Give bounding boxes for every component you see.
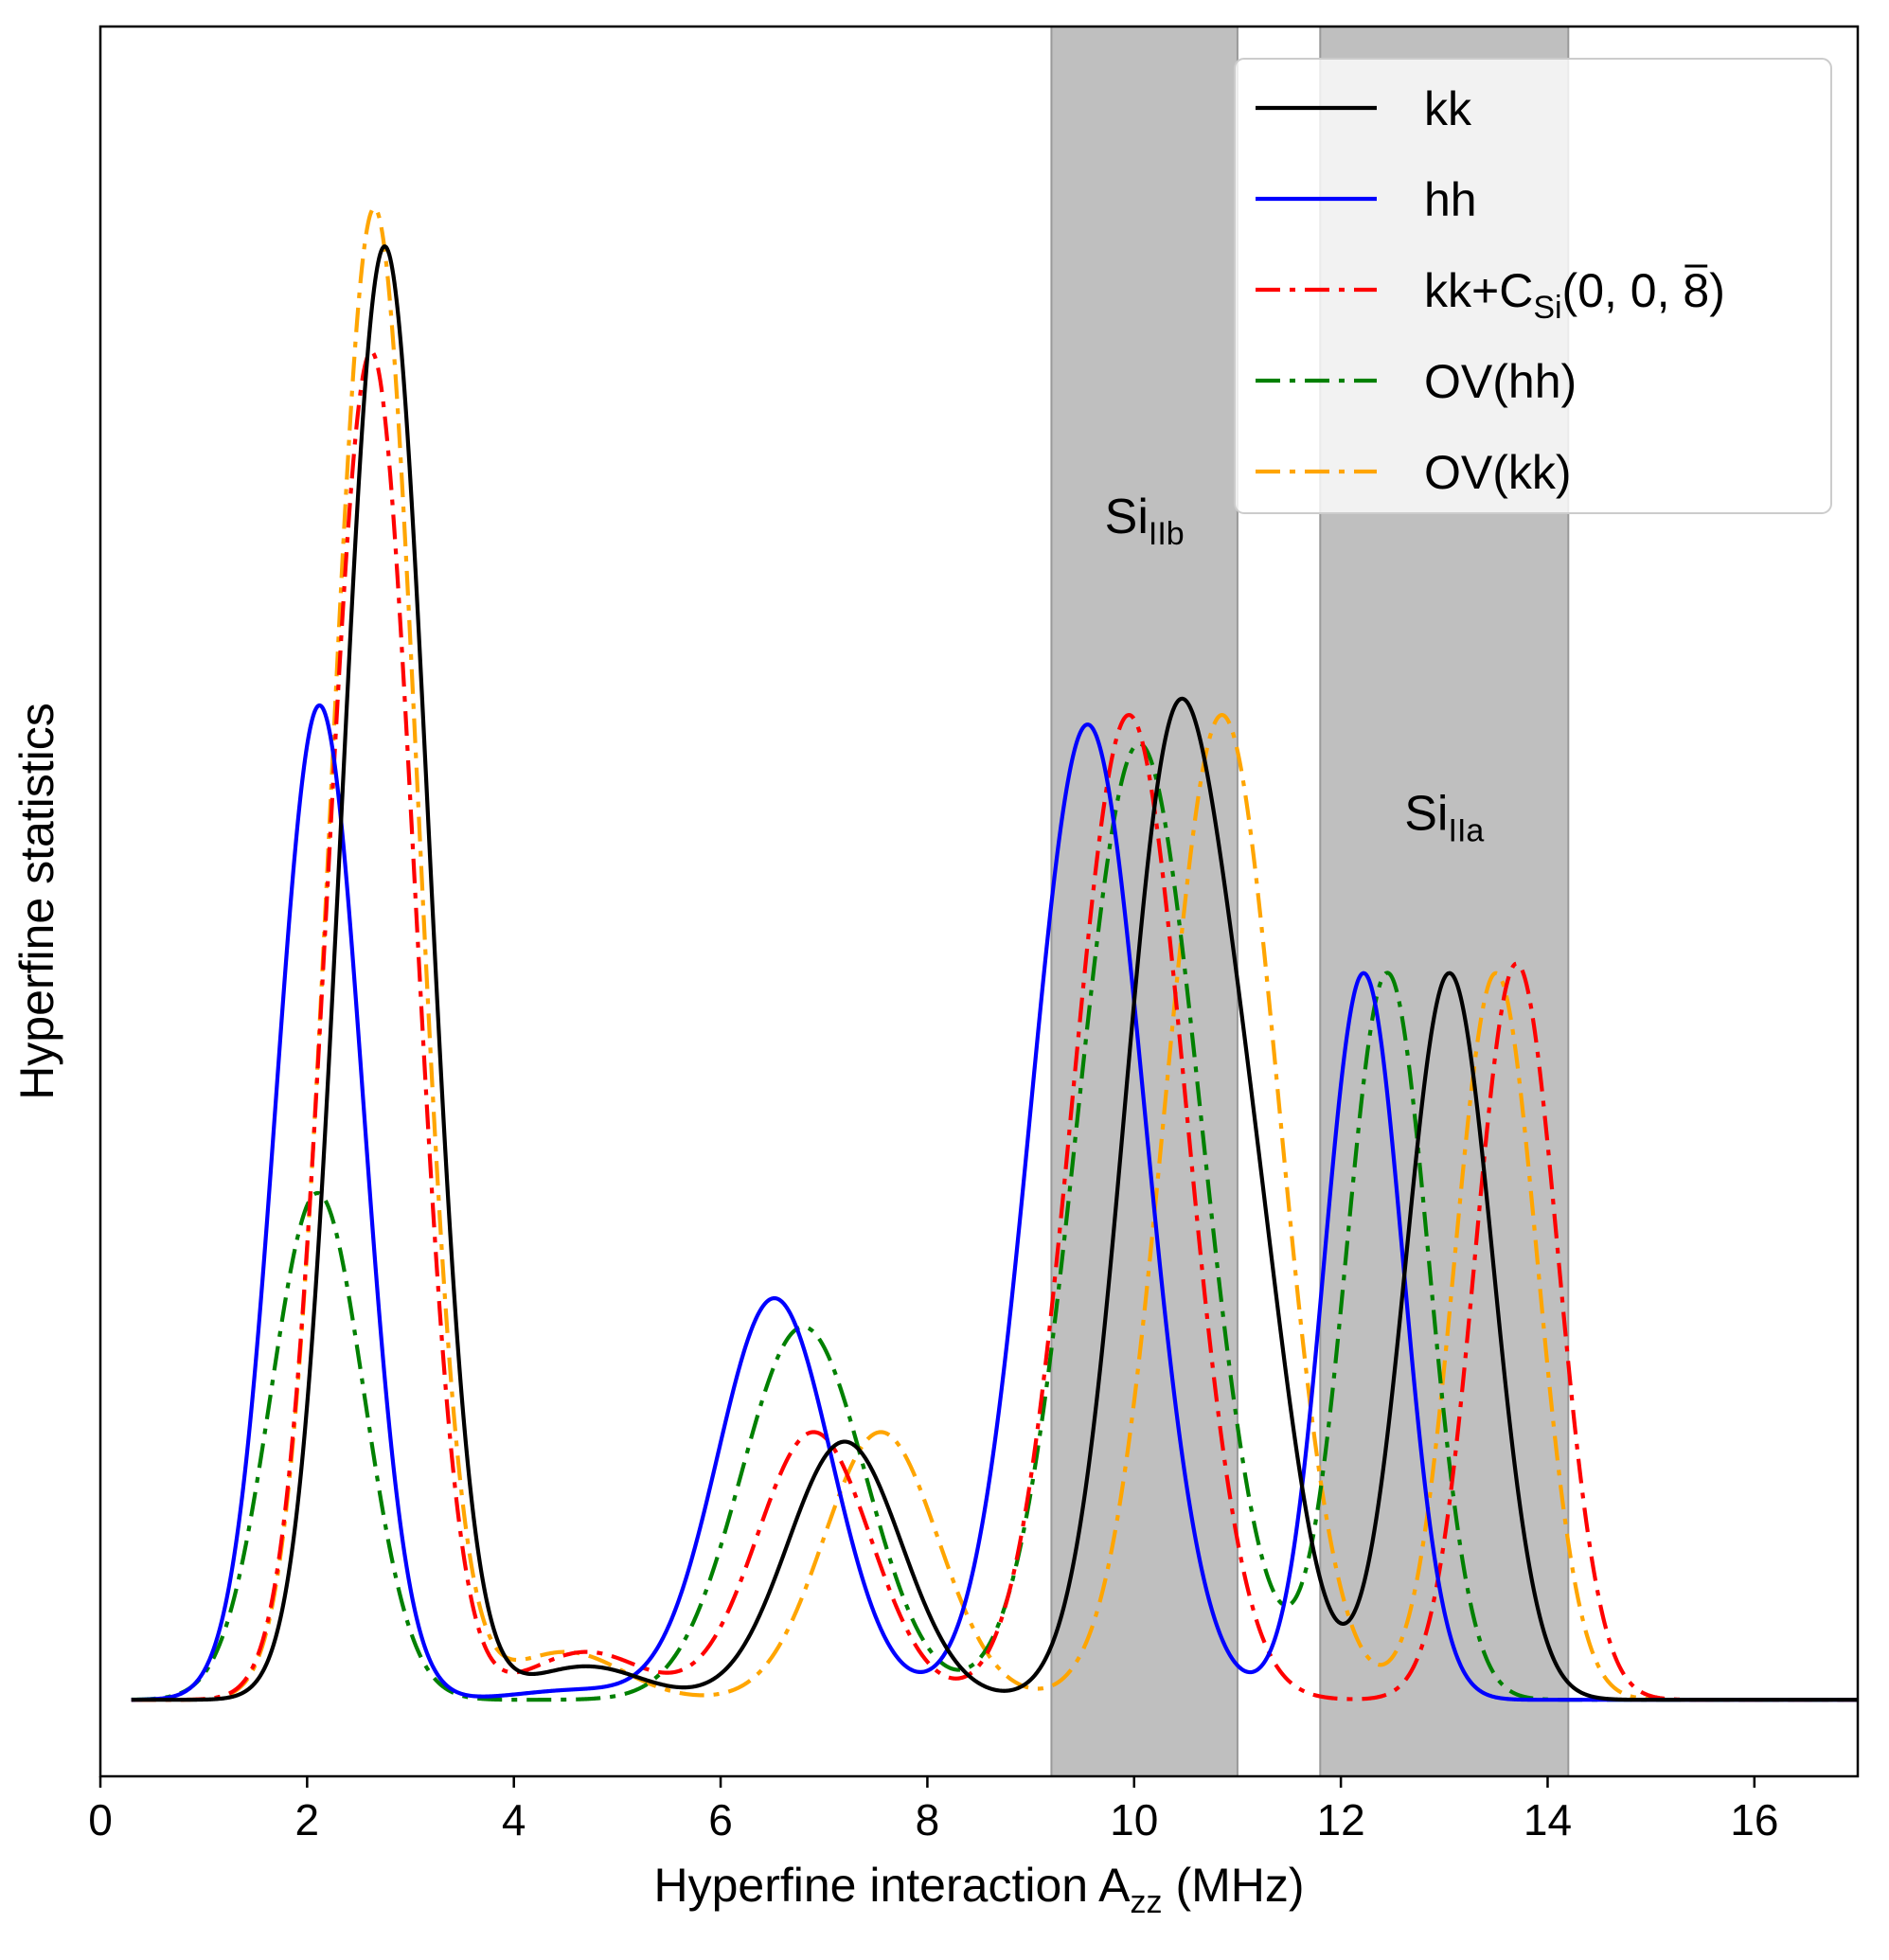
region-label-2: SiIIa: [1404, 786, 1484, 848]
region-label-main: Si: [1105, 490, 1149, 544]
legend-box: [1234, 58, 1832, 514]
legend-label-hh: hh: [1424, 173, 1477, 226]
x-tick-label-10: 10: [1110, 1795, 1158, 1844]
series-line-ovkk: [130, 205, 1858, 1702]
x-axis-title-main: Hyperfine interaction A: [653, 1859, 1131, 1912]
x-tick-label-14: 14: [1524, 1795, 1572, 1844]
series-line-kkcsi: [130, 349, 1858, 1702]
series-line-kk: [130, 244, 1858, 1702]
region-label-sub: IIa: [1449, 812, 1485, 848]
x-axis: 0 2 4 6 8 10 12 14 16: [88, 1776, 1778, 1844]
legend-label-kk: kk: [1424, 82, 1472, 135]
legend-label-kkcsi: kk+CSi(0, 0, 8): [1424, 264, 1725, 326]
x-tick-label-0: 0: [88, 1795, 113, 1844]
x-axis-title: Hyperfine interaction Azz (MHz): [653, 1859, 1304, 1920]
x-axis-title-sub: zz: [1131, 1884, 1163, 1920]
x-tick-label-2: 2: [295, 1795, 320, 1844]
x-tick-label-12: 12: [1317, 1795, 1365, 1844]
series-line-ovhh: [130, 741, 1858, 1702]
x-axis-title-unit: (MHz): [1163, 1859, 1305, 1912]
x-tick-label-8: 8: [916, 1795, 940, 1844]
region-label-sub: IIb: [1149, 516, 1185, 552]
legend-label-ovhh: OV(hh): [1424, 355, 1577, 408]
series-line-hh: [130, 703, 1858, 1702]
region-label-main: Si: [1404, 786, 1448, 841]
x-tick-label-6: 6: [708, 1795, 733, 1844]
legend-label-ovkk: OV(kk): [1424, 446, 1572, 499]
x-tick-label-4: 4: [502, 1795, 526, 1844]
plot-frame: [98, 25, 1860, 1778]
y-axis-title: Hyperfine statistics: [10, 703, 63, 1100]
region-label-1: SiIIb: [1105, 490, 1185, 552]
x-tick-label-16: 16: [1730, 1795, 1778, 1844]
legend: kk hh kk+CSi(0, 0, 8) OV(hh) OV(kk): [1234, 58, 1832, 514]
plot-area-clip-group: [130, 205, 1858, 1702]
